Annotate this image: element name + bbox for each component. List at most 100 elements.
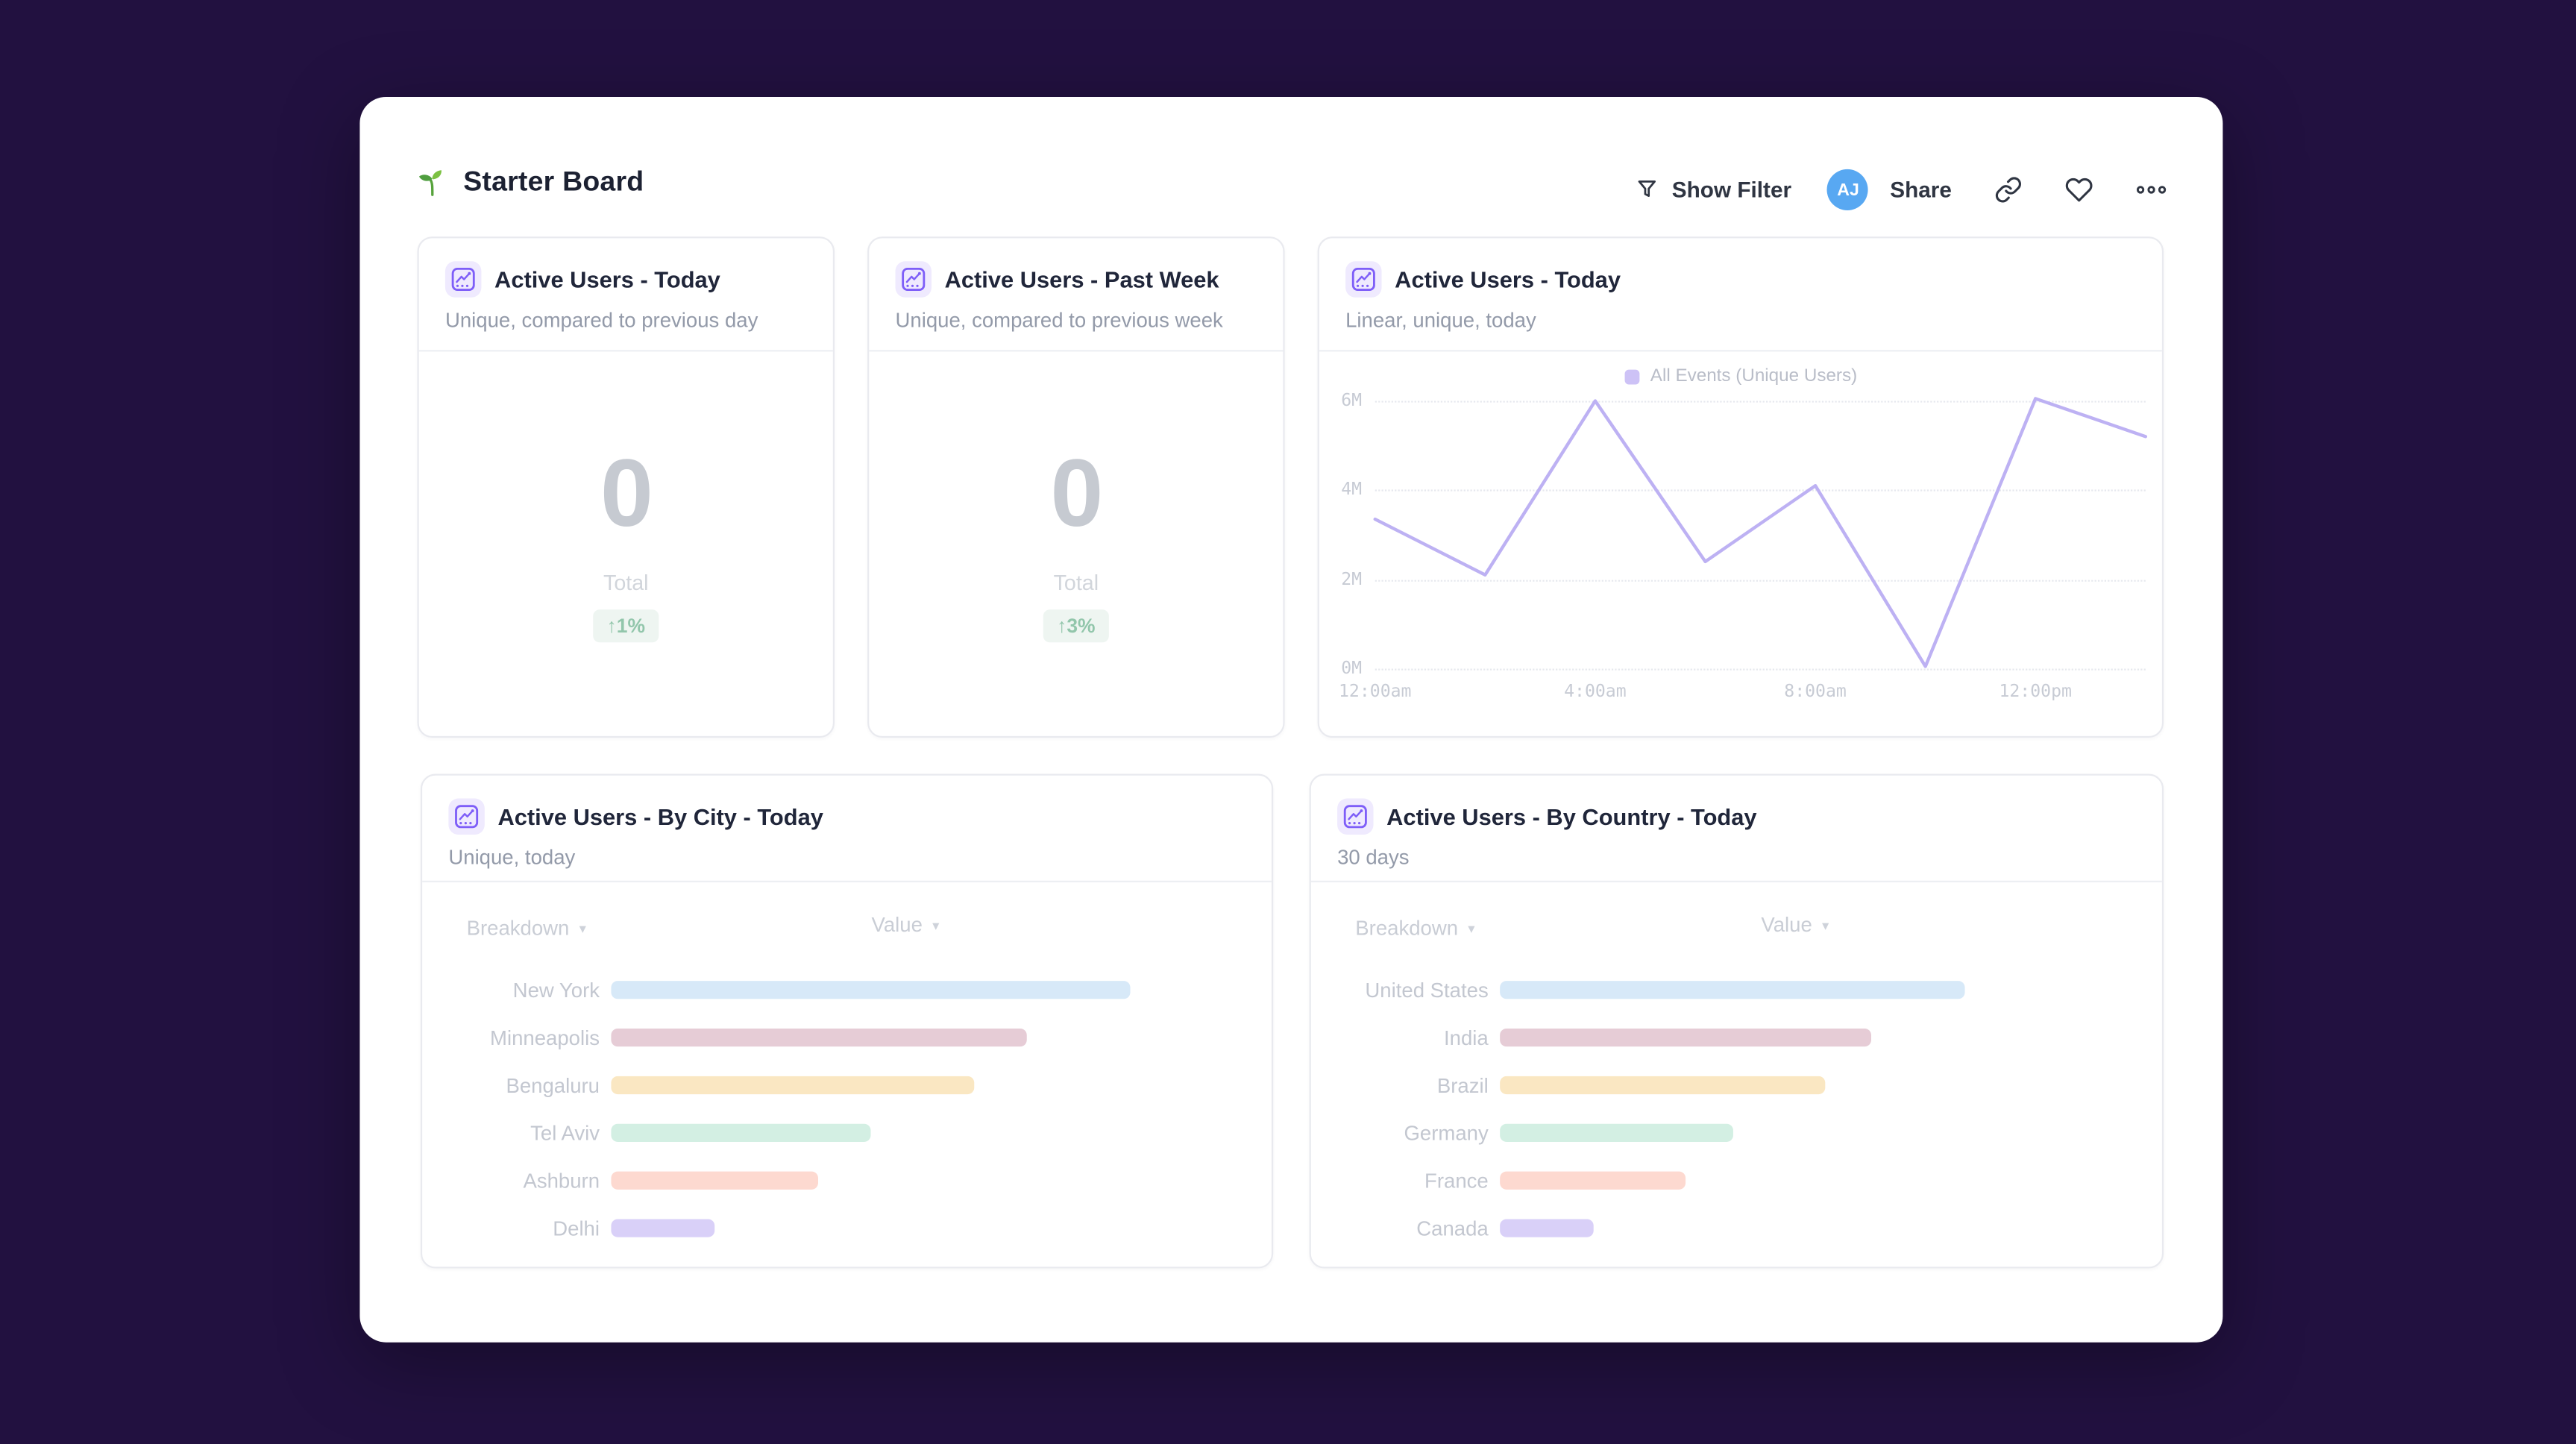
card-subtitle: Unique, today [448,846,576,870]
value-bar [611,1171,819,1190]
chart-icon [895,261,932,298]
table-row: Minneapolis [422,1014,1272,1061]
card-subtitle: 30 days [1337,846,1410,870]
value-bar [1500,1028,1872,1047]
column-header-value[interactable]: Value ▾ [1761,913,1829,937]
copy-link-button[interactable] [1994,176,2022,204]
table-row: Germany [1311,1109,2162,1157]
column-header-breakdown[interactable]: Breakdown ▾ [466,917,587,941]
value-bar [1500,1123,1732,1142]
table-header-row: Breakdown ▾ Value ▾ [467,914,1245,940]
show-filter-label: Show Filter [1671,177,1792,202]
row-label: New York [512,978,600,1002]
row-label: United States [1365,978,1489,1002]
stat-value: 0 [600,439,653,547]
y-axis-tick: 0M [1341,659,1363,679]
chart-icon [444,261,482,298]
table-row: United States [1311,966,2162,1014]
page-title: Starter Board [463,166,644,198]
sort-caret-icon: ▾ [1468,919,1475,936]
more-options-button[interactable] [2136,184,2167,195]
value-bar [1500,1171,1686,1190]
value-bar [611,1219,715,1237]
row-label: Canada [1416,1217,1489,1240]
table-row: Tel Aviv [422,1109,1272,1157]
stat-label: Total [603,569,649,594]
delta-badge: ↑1% [593,609,659,642]
stat-label: Total [1053,569,1099,594]
card-title: Active Users - Today [1395,266,1621,293]
x-axis-tick: 4:00am [1564,682,1627,702]
chart-icon [448,798,485,835]
legend-label: All Events (Unique Users) [1650,366,1858,386]
card-title: Active Users - By City - Today [497,803,823,830]
table-row: France [1311,1157,2162,1205]
link-icon [1994,176,2022,204]
table-row: Ashburn [422,1157,1272,1205]
avatar[interactable]: AJ [1827,169,1869,210]
card-subtitle: Unique, compared to previous week [895,309,1223,332]
gridline [1375,490,2146,492]
sort-caret-icon: ▾ [579,919,587,936]
table-row: New York [422,966,1272,1014]
chart-body: All Events (Unique Users) 0M 2M 4M 6M 12:00a… [1319,351,2162,735]
card-active-users-by-country[interactable]: Active Users - By Country - Today 30 day… [1309,773,2164,1269]
column-header-breakdown[interactable]: Breakdown ▾ [1355,917,1475,941]
value-bar [611,1123,871,1142]
table-row: Delhi [422,1205,1272,1252]
card-header: Active Users - By City - Today Unique, t… [422,776,1272,882]
column-header-value[interactable]: Value ▾ [871,913,940,937]
line-series [1373,397,2148,668]
row-label: Germany [1404,1121,1489,1145]
x-axis-tick: 12:00pm [1999,682,2072,702]
ellipsis-icon [2136,184,2167,195]
row-label: Bengaluru [506,1073,600,1097]
legend-item[interactable]: All Events (Unique Users) [1319,366,2162,386]
card-title: Active Users - Past Week [944,266,1219,293]
favorite-button[interactable] [2065,176,2093,204]
table-row: Brazil [1311,1061,2162,1109]
stat-value: 0 [1050,439,1103,547]
row-label: Brazil [1436,1073,1489,1097]
table-row: Bengaluru [422,1061,1272,1109]
chart-icon [1345,261,1382,298]
y-axis-tick: 6M [1341,391,1363,411]
show-filter-button[interactable]: Show Filter [1634,178,1791,202]
row-label: France [1424,1169,1489,1193]
card-title: Active Users - By Country - Today [1386,803,1757,830]
card-active-users-line-chart[interactable]: Active Users - Today Linear, unique, tod… [1317,236,2164,738]
card-subtitle: Linear, unique, today [1345,309,1536,332]
table-header-row: Breakdown ▾ Value ▾ [1355,914,2135,940]
table-row: India [1311,1014,2162,1061]
y-axis-tick: 4M [1341,480,1363,500]
card-active-users-today[interactable]: Active Users - Today Unique, compared to… [417,236,835,738]
share-button[interactable]: Share [1890,178,1952,202]
row-label: India [1444,1026,1489,1049]
x-axis-tick: 12:00am [1338,682,1412,702]
value-bar [611,981,1131,999]
value-bar [611,1028,1027,1047]
seedling-icon [415,166,448,198]
board-header: Starter Board [415,166,644,198]
row-label: Minneapolis [490,1026,600,1049]
breakdown-table: Breakdown ▾ Value ▾ United States India Braz… [1311,882,2162,1266]
table-rows: United States India Brazil Germany France Can… [1311,966,2162,1252]
legend-swatch [1624,368,1639,384]
chart-icon [1337,798,1374,835]
card-header: Active Users - Past Week Unique, compare… [869,238,1284,352]
card-active-users-by-city[interactable]: Active Users - By City - Today Unique, t… [420,773,1274,1269]
card-header: Active Users - Today Linear, unique, tod… [1319,238,2162,352]
toolbar: Show Filter AJ Share [1634,169,2167,210]
value-bar [611,1076,975,1095]
row-label: Delhi [553,1217,600,1240]
sort-caret-icon: ▾ [1822,916,1829,933]
card-header: Active Users - Today Unique, compared to… [418,238,833,352]
delta-badge: ↑3% [1043,609,1109,642]
gridline [1375,668,2146,671]
card-active-users-past-week[interactable]: Active Users - Past Week Unique, compare… [867,236,1285,738]
filter-funnel-icon [1634,178,1659,202]
stat-body: 0 Total ↑3% [869,351,1283,735]
card-subtitle: Unique, compared to previous day [444,309,758,332]
dashboard-board: Starter Board Show Filter AJ Share [359,96,2223,1343]
